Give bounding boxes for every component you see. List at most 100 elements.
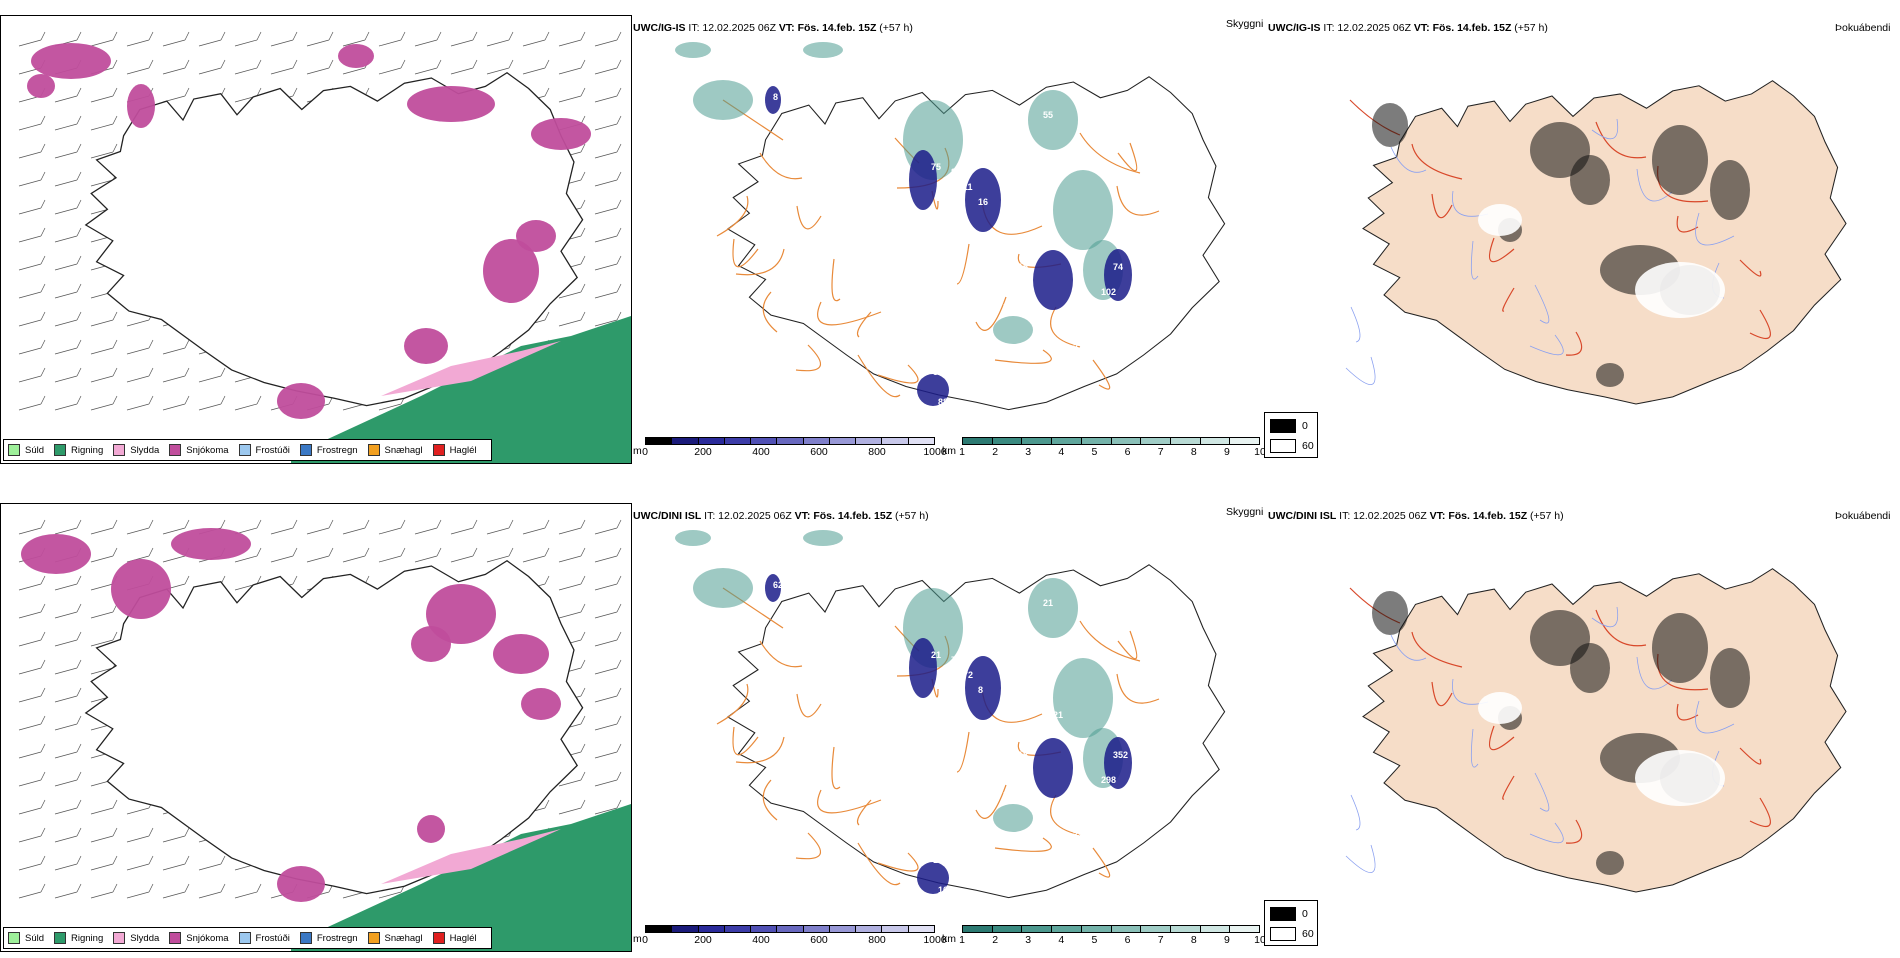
colorbar-tick: 600 <box>810 446 828 458</box>
wind-barb <box>342 547 370 563</box>
river <box>1695 212 1735 246</box>
road <box>735 248 785 276</box>
cloud-base-label: 97 <box>1043 212 1053 222</box>
wind-barb <box>198 395 226 411</box>
snow-area <box>277 866 325 902</box>
colorbar-tick: 9 <box>1223 446 1230 458</box>
wind-barb <box>54 687 82 703</box>
snow-area <box>521 688 561 720</box>
wind-barb <box>18 519 46 535</box>
colorbar-tick: 3 <box>1025 934 1032 946</box>
wind-barb <box>90 87 118 103</box>
wind-barb <box>54 827 82 843</box>
fog-header: UWC/DINI ISL IT: 12.02.2025 06Z VT: Fös.… <box>1268 510 1564 522</box>
wind-barb <box>594 603 622 619</box>
snow-area <box>417 815 445 843</box>
ceiling-area <box>909 150 937 210</box>
wind-barb <box>90 827 118 843</box>
wind-barb <box>450 547 478 563</box>
visibility-area <box>993 316 1033 344</box>
wind-barb <box>594 687 622 703</box>
legend-swatch <box>367 932 380 944</box>
snow-area <box>127 84 155 128</box>
forecast-row: UWC/DINI ISL IT: 12.02.2025 06Z VT: Fös.… <box>0 488 1900 958</box>
wind-barb <box>486 59 514 75</box>
road <box>795 344 822 372</box>
road <box>856 311 872 338</box>
legend-swatch <box>113 932 126 944</box>
glacier <box>1478 692 1522 724</box>
legend-swatch <box>299 444 312 456</box>
ceiling-area <box>909 638 937 698</box>
wind-barb <box>18 659 46 675</box>
visibility-area <box>993 804 1033 832</box>
wind-barb <box>162 59 190 75</box>
colorbar-tick: 2 <box>992 934 999 946</box>
wind-barb <box>18 855 46 871</box>
wind-barb <box>162 339 190 355</box>
visibility-area <box>675 530 711 546</box>
cloud-base-label: 21 <box>1043 598 1053 608</box>
fog-map-canvas <box>1345 80 1847 405</box>
wind-barb <box>522 31 550 47</box>
wind-barb <box>90 311 118 327</box>
wind-barb <box>450 519 478 535</box>
wind-barb <box>594 171 622 187</box>
cloud-base-label: 22 <box>1073 342 1083 352</box>
wind-barb <box>558 519 586 535</box>
legend-item: Snæhagl <box>367 444 423 456</box>
cloud-base-label: 93 <box>1028 237 1038 247</box>
fog-map <box>1290 528 1880 908</box>
ceiling-area <box>965 656 1001 720</box>
legend-label: Haglél <box>449 444 477 456</box>
road <box>1079 620 1141 662</box>
road <box>732 726 759 756</box>
colorbar-cell <box>1052 438 1082 444</box>
cloud-base-label: 298 <box>1101 775 1116 785</box>
legend-label: Frostregn <box>316 444 358 456</box>
colorbar-tick: 8 <box>1190 446 1197 458</box>
legend-label: Haglél <box>449 932 477 944</box>
fog-area <box>1570 155 1610 205</box>
wind-barb <box>342 31 370 47</box>
road <box>716 683 749 725</box>
colorbar-cell <box>1022 926 1053 932</box>
fog-swatch-light <box>1270 927 1296 941</box>
wind-barb <box>414 519 442 535</box>
sleet-area <box>381 829 561 884</box>
road <box>1116 673 1160 704</box>
fog-map <box>1290 40 1880 420</box>
colorbar-cell <box>1170 438 1201 444</box>
colorbar-tick: 200 <box>694 934 712 946</box>
colorbar-cell <box>751 926 778 932</box>
cloud-base-label: 80 <box>951 167 961 177</box>
wind-barb <box>54 575 82 591</box>
wind-barb <box>414 547 442 563</box>
cloud-field-title: Skyggni <box>1226 18 1264 30</box>
colorbar-cell <box>803 926 830 932</box>
wind-barb <box>270 59 298 75</box>
ceiling-area <box>1104 737 1132 789</box>
wind-barb <box>234 519 262 535</box>
fog-area <box>1570 643 1610 693</box>
wind-barb <box>54 171 82 187</box>
colorbar-tick: 1 <box>959 934 965 946</box>
lead-time: (+57 h) <box>1514 22 1548 34</box>
colorbar-cell <box>724 438 752 444</box>
rain-area <box>291 804 631 951</box>
visibility-area <box>1053 658 1113 738</box>
wind-barb <box>594 31 622 47</box>
colorbar-cell <box>777 438 804 444</box>
fog-area <box>1652 613 1708 683</box>
snow-area <box>21 534 91 574</box>
river <box>1636 168 1673 202</box>
legend-swatch <box>169 444 182 456</box>
wind-barb <box>450 31 478 47</box>
colorbar-cell <box>992 438 1023 444</box>
colorbar-tick: 400 <box>752 446 770 458</box>
river <box>1529 822 1564 844</box>
cloud-field-title: Skyggni <box>1226 506 1264 518</box>
colorbar-tick: 0 <box>642 934 648 946</box>
wind-barb <box>162 883 190 899</box>
river <box>1390 146 1427 173</box>
